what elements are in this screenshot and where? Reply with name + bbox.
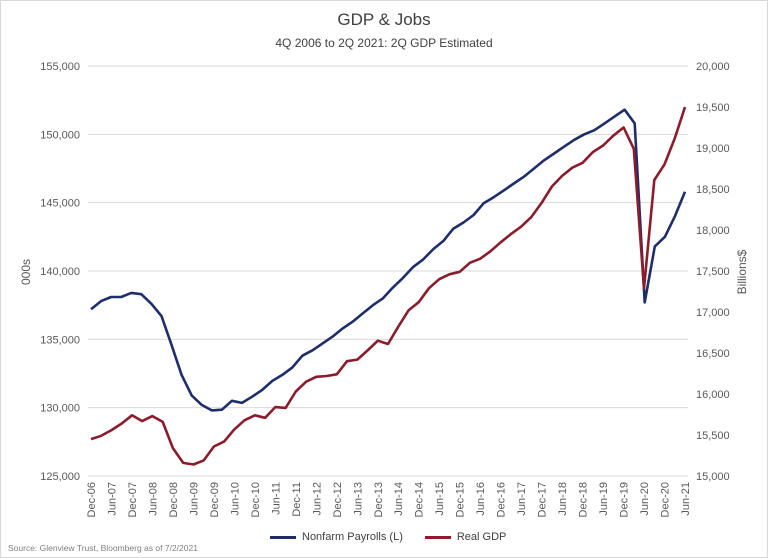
right-y-axis-ticks: 15,000 15,500 16,000 16,500 17,000 17,500 18,0… <box>696 61 730 483</box>
left-tick-label: 155,000 <box>40 61 80 73</box>
gdp-jobs-chart: 125,000 130,000 135,000 140,000 145,000 150,0… <box>19 61 749 517</box>
x-tick-label: Dec-08 <box>168 482 180 517</box>
x-tick-label: Jun-20 <box>639 482 651 516</box>
x-tick-label: Dec-13 <box>373 482 385 517</box>
nonfarm-payrolls-line <box>90 108 687 412</box>
right-tick-label: 16,500 <box>696 348 730 360</box>
gridlines <box>88 65 688 477</box>
x-tick-label: Dec-19 <box>619 482 631 517</box>
left-axis-label: 000s <box>19 259 33 285</box>
x-tick-label: Jun-16 <box>475 482 487 516</box>
right-tick-label: 19,000 <box>696 143 730 155</box>
legend-swatch-payrolls <box>270 535 296 539</box>
legend-swatch-gdp <box>424 535 451 539</box>
x-tick-label: Jun-10 <box>229 482 241 516</box>
x-tick-label: Jun-09 <box>188 482 200 516</box>
right-tick-label: 17,500 <box>696 266 730 278</box>
series-lines <box>90 106 687 466</box>
right-tick-label: 15,500 <box>696 430 730 442</box>
x-tick-label: Jun-15 <box>434 482 446 516</box>
x-tick-label: Dec-17 <box>537 482 549 517</box>
x-tick-label: Jun-12 <box>311 482 323 516</box>
x-tick-label: Dec-06 <box>86 482 98 517</box>
chart-subtitle: 4Q 2006 to 2Q 2021: 2Q GDP Estimated <box>275 36 493 50</box>
legend: Nonfarm Payrolls (L) Real GDP <box>270 531 506 543</box>
right-tick-label: 15,000 <box>696 471 730 483</box>
source-note: Source: Glenview Trust, Bloomberg as of … <box>8 543 198 553</box>
left-tick-label: 135,000 <box>40 334 80 346</box>
legend-label-payrolls: Nonfarm Payrolls (L) <box>302 531 403 543</box>
x-tick-label: Dec-16 <box>496 482 508 517</box>
x-tick-label: Dec-07 <box>127 482 139 517</box>
x-tick-label: Dec-18 <box>578 482 590 517</box>
x-tick-label: Dec-09 <box>209 482 221 517</box>
x-tick-label: Dec-20 <box>660 482 672 517</box>
left-tick-label: 145,000 <box>40 198 80 210</box>
right-tick-label: 19,500 <box>696 102 730 114</box>
x-tick-label: Dec-12 <box>332 482 344 517</box>
legend-label-gdp: Real GDP <box>456 531 507 543</box>
x-tick-label: Dec-14 <box>414 482 426 517</box>
legend-item-gdp: Real GDP <box>424 531 507 543</box>
x-axis-ticks: Dec-06 Jun-07 Dec-07 Jun-08 Dec-08 Jun-09 Dec-… <box>86 482 692 517</box>
x-tick-label: Jun-08 <box>147 482 159 516</box>
right-tick-label: 20,000 <box>696 61 730 73</box>
left-y-axis-ticks: 125,000 130,000 135,000 140,000 145,000 150,0… <box>40 61 80 483</box>
x-tick-label: Jun-14 <box>393 482 405 516</box>
x-tick-label: Jun-19 <box>598 482 610 516</box>
left-tick-label: 130,000 <box>40 403 80 415</box>
right-axis-label: Billions$ <box>735 249 749 294</box>
left-tick-label: 140,000 <box>40 266 80 278</box>
x-tick-label: Jun-21 <box>680 482 692 516</box>
x-tick-label: Jun-17 <box>516 482 528 516</box>
left-tick-label: 150,000 <box>40 129 80 141</box>
x-tick-label: Jun-13 <box>352 482 364 516</box>
right-tick-label: 18,500 <box>696 184 730 196</box>
x-tick-label: Jun-07 <box>106 482 118 516</box>
left-tick-label: 125,000 <box>40 471 80 483</box>
right-tick-label: 18,000 <box>696 225 730 237</box>
legend-item-payrolls: Nonfarm Payrolls (L) <box>270 531 403 543</box>
x-tick-label: Dec-15 <box>455 482 467 517</box>
x-tick-label: Dec-10 <box>250 482 262 517</box>
x-tick-label: Jun-18 <box>557 482 569 516</box>
real-gdp-line <box>90 106 687 466</box>
right-tick-label: 16,000 <box>696 389 730 401</box>
chart-title: GDP & Jobs <box>337 10 431 29</box>
x-tick-label: Jun-11 <box>270 482 282 515</box>
x-tick-label: Dec-11 <box>291 482 303 517</box>
right-tick-label: 17,000 <box>696 307 730 319</box>
